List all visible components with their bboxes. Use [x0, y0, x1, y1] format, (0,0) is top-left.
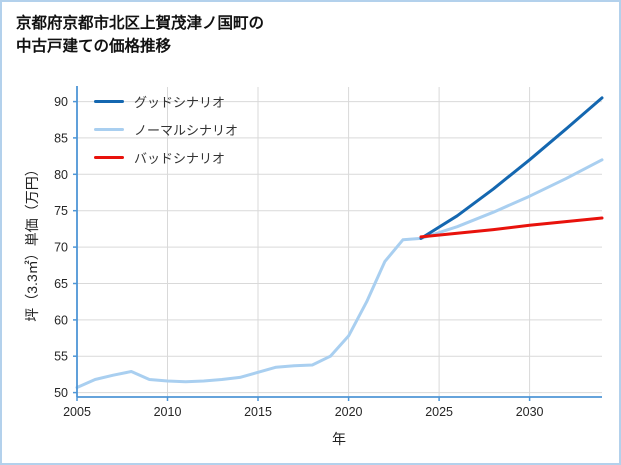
- series-line-1: [75, 158, 604, 389]
- xtick-label: 2030: [516, 405, 544, 419]
- series-line-2: [419, 216, 604, 239]
- ytick-label: 85: [54, 131, 68, 145]
- ytick-label: 70: [54, 241, 68, 255]
- ytick-label: 55: [54, 350, 68, 364]
- ytick-label: 80: [54, 168, 68, 182]
- legend-swatch: [94, 99, 124, 104]
- legend-item-2: バッドシナリオ: [94, 148, 238, 167]
- ytick-label: 50: [54, 386, 68, 400]
- y-axis-label: 坪（3.3㎡）単価（万円）: [24, 162, 40, 322]
- xtick-label: 2020: [335, 405, 363, 419]
- legend-swatch: [94, 155, 124, 160]
- legend: グッドシナリオ ノーマルシナリオ バッドシナリオ: [94, 92, 238, 167]
- xtick-label: 2015: [244, 405, 272, 419]
- ytick-label: 75: [54, 204, 68, 218]
- legend-label: グッドシナリオ: [134, 95, 226, 110]
- xtick-label: 2010: [154, 405, 182, 419]
- chart-title: 京都府京都市北区上賀茂津ノ国町の 中古戸建ての価格推移: [16, 15, 265, 56]
- legend-label: バッドシナリオ: [134, 151, 226, 166]
- ytick-label: 90: [54, 95, 68, 109]
- ytick-label: 65: [54, 277, 68, 291]
- series-line-0: [419, 96, 604, 240]
- x-axis-label: 年: [332, 431, 346, 447]
- xtick-label: 2025: [425, 405, 453, 419]
- ytick-label: 60: [54, 313, 68, 327]
- legend-item-1: ノーマルシナリオ: [94, 120, 238, 139]
- xtick-label: 2005: [63, 405, 91, 419]
- legend-item-0: グッドシナリオ: [94, 92, 238, 111]
- legend-label: ノーマルシナリオ: [134, 123, 239, 138]
- legend-swatch: [94, 127, 124, 132]
